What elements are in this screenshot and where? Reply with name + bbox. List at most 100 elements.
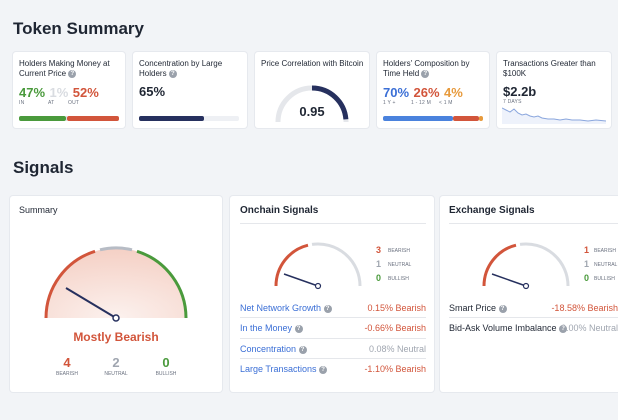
help-icon[interactable]: ? <box>421 69 430 78</box>
help-icon[interactable]: ? <box>498 304 507 313</box>
summary-bearish-label: BEARISH <box>56 371 78 377</box>
composition-bar <box>383 116 483 121</box>
help-icon[interactable]: ? <box>298 345 307 354</box>
exchange-bearish-label: BEARISH <box>594 248 616 254</box>
at-value: 1% <box>49 85 69 100</box>
concentration-bar-fill <box>139 116 204 121</box>
help-icon[interactable]: ? <box>559 324 568 333</box>
composition-card[interactable]: Holders' Composition by Time Held ? 70% … <box>377 52 489 128</box>
summary-bullish-count: 0 <box>162 355 170 370</box>
summary-neutral-label: NEUTRAL <box>104 371 128 377</box>
out-label: OUT <box>68 100 80 106</box>
onchain-gauge-bearish <box>274 243 309 287</box>
onchain-bullish-count: 0 <box>376 273 382 283</box>
holders-bar <box>19 116 119 121</box>
summary-verdict: Mostly Bearish <box>73 330 159 344</box>
onchain-bearish-count: 3 <box>376 245 382 255</box>
onchain-gauge-rest <box>311 242 362 287</box>
signals-heading: Signals <box>13 158 74 177</box>
correlation-gauge-fill <box>311 85 349 120</box>
onchain-gauge-pivot <box>314 282 322 290</box>
composition-1y-label: 1 Y + <box>383 100 396 106</box>
composition-12m-label: 1 - 12 M <box>411 100 431 106</box>
concentration-value: 65% <box>139 84 166 99</box>
concentration-card[interactable]: Concentration by Large Holders ? 65% <box>133 52 247 128</box>
token-summary-heading: Token Summary <box>13 19 145 38</box>
onchain-gauge <box>274 242 362 290</box>
composition-bar-1y <box>383 116 453 121</box>
composition-1m-value: 4% <box>443 85 463 100</box>
summary-gauge-bearish <box>44 249 96 319</box>
onchain-row-label[interactable]: In the Money ? <box>240 323 303 333</box>
composition-12m-value: 26% <box>413 85 440 100</box>
summary-neutral-count: 2 <box>112 355 120 370</box>
onchain-title-divider <box>240 223 426 224</box>
exchange-neutral-count: 1 <box>584 259 590 269</box>
exchange-gauge-bearish <box>482 243 517 287</box>
summary-title: Summary <box>19 205 58 215</box>
composition-bar-12m <box>453 116 479 121</box>
onchain-row-value: 0.15% Bearish <box>367 303 426 313</box>
exchange-row-label[interactable]: Bid-Ask Volume Imbalance ? <box>449 323 568 333</box>
holders-bar-out <box>67 116 119 121</box>
holders-money-title: Holders Making Money at Current Price <box>19 59 110 78</box>
exchange-gauge-needle <box>491 273 527 287</box>
exchange-gauge-rest <box>519 242 570 287</box>
exchange-gauge <box>482 242 570 290</box>
onchain-signals-card: Onchain Signals 3 BEARISH 1 NEUTRAL 0 BU… <box>230 196 434 392</box>
exchange-row-label[interactable]: Smart Price ? <box>449 303 507 313</box>
correlation-title: Price Correlation with Bitcoin <box>261 59 364 68</box>
exchange-signals-card: Exchange Signals 1 BEARISH 1 NEUTRAL 0 B… <box>440 196 618 392</box>
transactions-period: 7 DAYS <box>503 99 522 105</box>
help-icon[interactable]: ? <box>319 365 328 374</box>
concentration-title: Concentration by Large Holders <box>139 59 223 78</box>
help-icon[interactable]: ? <box>294 324 303 333</box>
summary-gauge-pivot <box>112 314 120 322</box>
onchain-row-value: -1.10% Bearish <box>364 364 426 374</box>
composition-title: Holders' Composition by Time Held <box>383 59 470 78</box>
exchange-bearish-count: 1 <box>584 245 590 255</box>
holders-bar-at <box>66 116 67 121</box>
correlation-gauge <box>275 85 349 123</box>
exchange-title-divider <box>449 223 618 224</box>
at-label: AT <box>48 100 55 106</box>
transactions-value: $2.2b <box>503 84 537 99</box>
onchain-bearish-label: BEARISH <box>388 248 410 254</box>
transactions-title: Transactions Greater than $100K <box>503 59 596 78</box>
summary-gauge <box>44 246 188 322</box>
help-icon[interactable]: ? <box>323 304 332 313</box>
onchain-row-label[interactable]: Large Transactions ? <box>240 364 328 374</box>
onchain-bullish-label: BULLISH <box>388 276 409 282</box>
exchange-row-value: -18.58% Bearish <box>551 303 618 313</box>
composition-1m-label: < 1 M <box>439 100 453 106</box>
onchain-row-label[interactable]: Net Network Growth ? <box>240 303 332 313</box>
composition-bar-1m <box>479 116 483 121</box>
exchange-gauge-pivot <box>522 282 530 290</box>
concentration-bar <box>139 116 239 121</box>
holders-money-card[interactable]: Holders Making Money at Current Price ? … <box>13 52 125 128</box>
onchain-row-value: 0.08% Neutral <box>368 344 426 354</box>
help-icon[interactable]: ? <box>168 69 177 78</box>
exchange-neutral-label: NEUTRAL <box>594 262 618 268</box>
holders-bar-in <box>19 116 66 121</box>
help-icon[interactable]: ? <box>68 69 77 78</box>
exchange-bullish-label: BULLISH <box>594 276 615 282</box>
correlation-card[interactable]: Price Correlation with Bitcoin 0.95 <box>255 52 369 128</box>
exchange-bullish-count: 0 <box>584 273 590 283</box>
summary-bullish-label: BULLISH <box>155 371 177 377</box>
in-label: IN <box>19 100 25 106</box>
summary-bearish-count: 4 <box>63 355 71 370</box>
onchain-neutral-label: NEUTRAL <box>388 262 412 268</box>
in-value: 47% <box>19 85 46 100</box>
summary-gauge-neutral <box>99 246 133 252</box>
onchain-row-label[interactable]: Concentration ? <box>240 344 307 354</box>
onchain-neutral-count: 1 <box>376 259 382 269</box>
exchange-title: Exchange Signals <box>449 205 535 216</box>
summary-gauge-needle <box>65 287 117 319</box>
exchange-row-value: 0.00% Neutral <box>560 323 618 333</box>
onchain-title: Onchain Signals <box>240 205 319 216</box>
correlation-value: 0.95 <box>299 104 325 119</box>
transactions-card[interactable]: Transactions Greater than $100K $2.2b 7 … <box>497 52 611 128</box>
summary-card: Summary Mostly Bearish 4 BEARISH 2 NEUTR… <box>10 196 222 392</box>
composition-1y-value: 70% <box>383 85 410 100</box>
